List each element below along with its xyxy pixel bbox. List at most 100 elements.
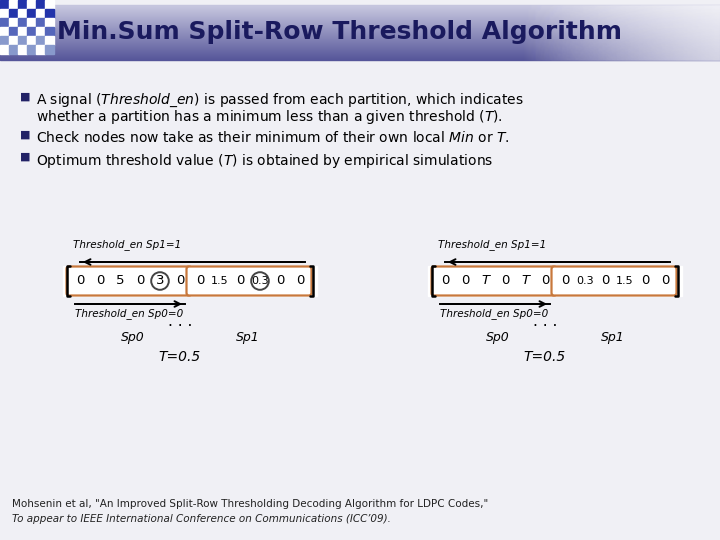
Bar [0, 37, 720, 38]
Bar [636, 5, 637, 60]
Bar [638, 5, 639, 60]
Text: Threshold_en Sp0=0: Threshold_en Sp0=0 [75, 308, 184, 319]
Text: 1.5: 1.5 [616, 276, 634, 286]
Bar [650, 5, 651, 60]
Bar [0, 45, 720, 47]
Bar [620, 5, 621, 60]
Bar [673, 5, 674, 60]
Bar [556, 5, 557, 60]
Bar [607, 5, 608, 60]
Bar [598, 5, 599, 60]
Bar [27, 27, 36, 36]
Bar [655, 5, 656, 60]
Bar [669, 5, 670, 60]
Bar [36, 27, 45, 36]
Bar [533, 5, 534, 60]
Bar [18, 18, 27, 27]
Bar [0, 56, 720, 57]
Text: T: T [481, 274, 489, 287]
Bar [651, 5, 652, 60]
Bar [0, 5, 720, 7]
Bar [645, 5, 646, 60]
Bar [553, 5, 554, 60]
Bar [609, 5, 610, 60]
Text: Threshold_en Sp0=0: Threshold_en Sp0=0 [440, 308, 548, 319]
FancyBboxPatch shape [66, 267, 192, 295]
Bar [625, 5, 626, 60]
Bar [656, 5, 657, 60]
Bar [0, 36, 720, 37]
Bar [661, 5, 662, 60]
Bar [611, 5, 612, 60]
Bar [671, 5, 672, 60]
Bar [0, 21, 720, 22]
Bar [546, 5, 547, 60]
Bar [599, 5, 600, 60]
Text: 0: 0 [461, 274, 469, 287]
Text: T=0.5: T=0.5 [159, 350, 201, 364]
Bar [692, 5, 693, 60]
Bar [549, 5, 550, 60]
Text: Sp0: Sp0 [121, 330, 145, 343]
Bar [621, 5, 622, 60]
Bar [631, 5, 632, 60]
Bar [536, 5, 537, 60]
Bar [701, 5, 702, 60]
Text: Threshold_en Sp1=1: Threshold_en Sp1=1 [73, 239, 181, 250]
Bar [9, 9, 18, 18]
Bar [9, 18, 18, 27]
Text: 5: 5 [116, 274, 125, 287]
Bar [0, 57, 720, 59]
FancyBboxPatch shape [552, 267, 677, 295]
Bar [652, 5, 653, 60]
Text: Sp1: Sp1 [235, 330, 259, 343]
Bar [565, 5, 566, 60]
Text: 0: 0 [600, 274, 609, 287]
Bar [618, 5, 619, 60]
Bar [626, 5, 627, 60]
FancyBboxPatch shape [186, 267, 312, 295]
Bar [696, 5, 697, 60]
Bar [706, 5, 707, 60]
Bar [45, 27, 54, 36]
Bar [587, 5, 588, 60]
Bar [603, 5, 604, 60]
Bar [0, 52, 720, 54]
Text: Optimum threshold value ($\it{T}$) is obtained by empirical simulations: Optimum threshold value ($\it{T}$) is ob… [36, 152, 493, 170]
Bar [610, 5, 611, 60]
Bar [554, 5, 555, 60]
Bar [657, 5, 658, 60]
Bar [711, 5, 712, 60]
Bar [558, 5, 559, 60]
Text: 0: 0 [236, 274, 244, 287]
Bar [36, 45, 45, 54]
Bar [600, 5, 601, 60]
Bar [569, 5, 570, 60]
Bar [0, 17, 720, 18]
Bar [0, 44, 720, 45]
Bar [605, 5, 606, 60]
Bar [576, 5, 577, 60]
Bar [708, 5, 709, 60]
Bar [663, 5, 664, 60]
Bar [581, 5, 582, 60]
Bar [551, 5, 552, 60]
Bar [0, 44, 720, 46]
Bar [683, 5, 684, 60]
Bar [705, 5, 706, 60]
Bar [9, 0, 18, 9]
Bar [0, 18, 9, 27]
Bar [535, 5, 536, 60]
Text: Mohsenin et al, "An Improved Split-Row Thresholding Decoding Algorithm for LDPC : Mohsenin et al, "An Improved Split-Row T… [12, 499, 488, 509]
Bar [0, 29, 720, 30]
Bar [520, 5, 521, 60]
Bar [0, 48, 720, 49]
Bar [550, 5, 551, 60]
Bar [9, 36, 18, 45]
Bar [668, 5, 669, 60]
Bar [544, 5, 545, 60]
Bar [45, 45, 54, 54]
Bar [0, 45, 9, 54]
Bar [629, 5, 630, 60]
Bar [700, 5, 701, 60]
